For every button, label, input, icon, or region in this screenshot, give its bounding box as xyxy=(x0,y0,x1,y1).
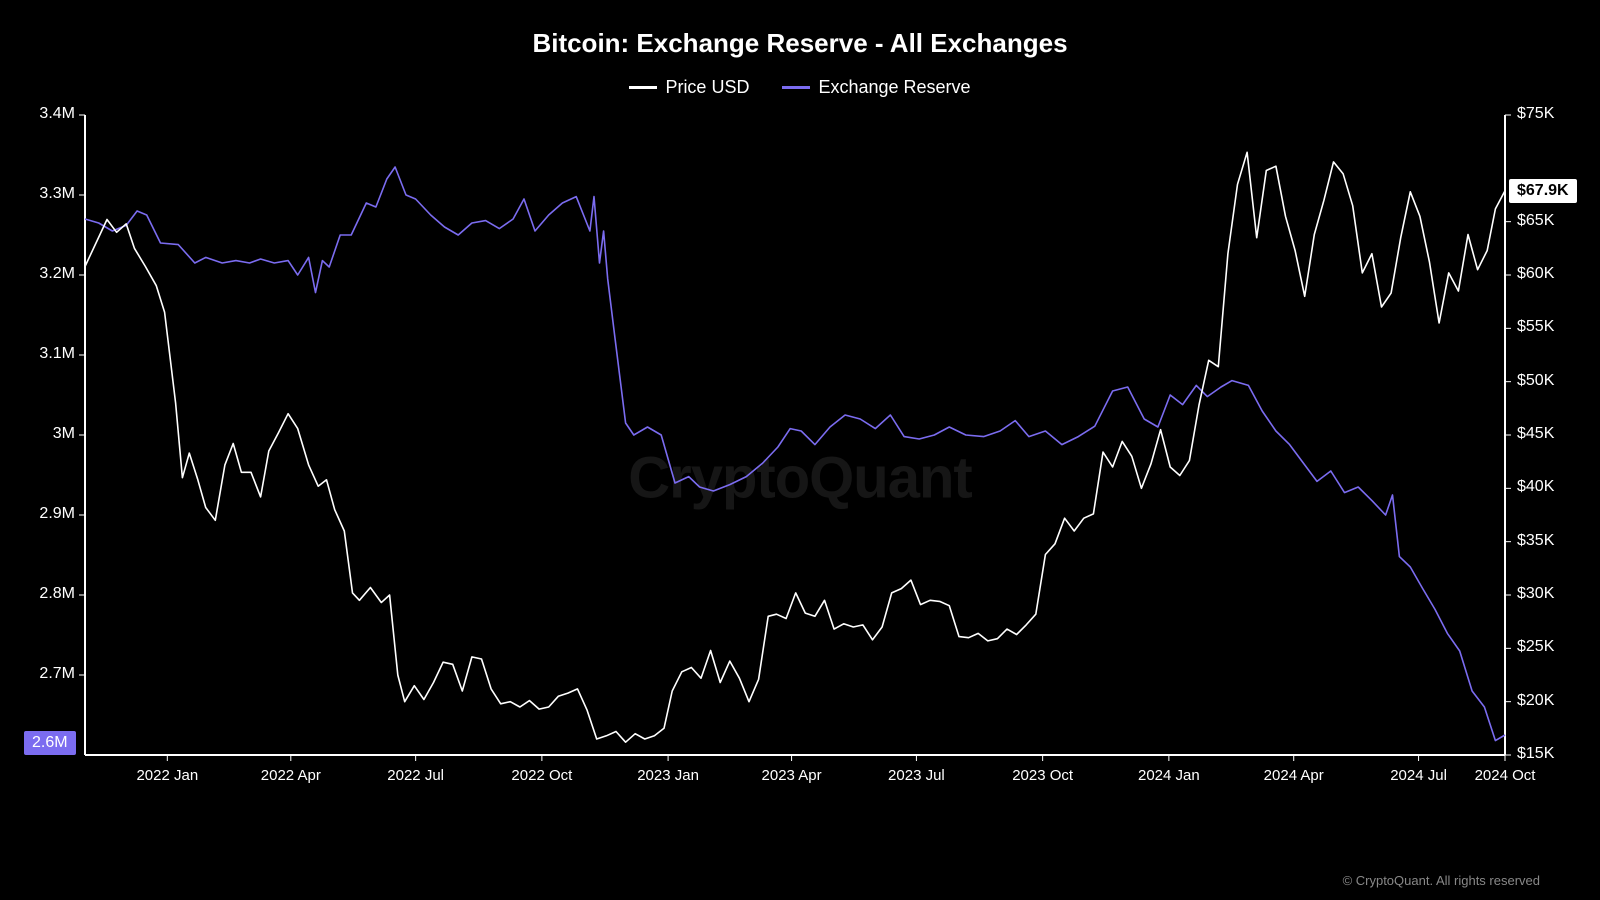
x-label: 2023 Apr xyxy=(762,767,822,784)
y-right-label: $65K xyxy=(1517,212,1554,230)
reserve-line xyxy=(85,167,1505,741)
y-right-label: $25K xyxy=(1517,638,1554,656)
y-left-label: 2.8M xyxy=(39,585,75,603)
legend: Price USD Exchange Reserve xyxy=(0,73,1600,98)
y-right-label: $50K xyxy=(1517,372,1554,390)
y-right-label: $40K xyxy=(1517,478,1554,496)
x-label: 2022 Jan xyxy=(136,767,198,784)
y-left-label: 3M xyxy=(53,425,75,443)
copyright: © CryptoQuant. All rights reserved xyxy=(1343,873,1540,888)
right-value-badge: $67.9K xyxy=(1509,179,1577,203)
y-right-label: $15K xyxy=(1517,745,1554,763)
x-label: 2024 Oct xyxy=(1475,767,1536,784)
chart-area: CryptoQuant 3.4M3.3M3.2M3.1M3M2.9M2.8M2.… xyxy=(20,105,1580,850)
x-label: 2022 Jul xyxy=(387,767,444,784)
y-left-label: 3.1M xyxy=(39,345,75,363)
legend-swatch-reserve xyxy=(782,86,810,89)
y-left-label: 2.9M xyxy=(39,505,75,523)
x-label: 2023 Jan xyxy=(637,767,699,784)
legend-label: Price USD xyxy=(665,77,749,98)
y-right-label: $30K xyxy=(1517,585,1554,603)
x-label: 2022 Oct xyxy=(511,767,572,784)
x-label: 2022 Apr xyxy=(261,767,321,784)
x-label: 2023 Jul xyxy=(888,767,945,784)
x-label: 2023 Oct xyxy=(1012,767,1073,784)
x-label: 2024 Apr xyxy=(1264,767,1324,784)
chart-title: Bitcoin: Exchange Reserve - All Exchange… xyxy=(0,0,1600,59)
legend-label: Exchange Reserve xyxy=(818,77,970,98)
y-left-label: 3.2M xyxy=(39,265,75,283)
y-left-label: 3.3M xyxy=(39,185,75,203)
y-right-label: $20K xyxy=(1517,692,1554,710)
left-value-badge: 2.6M xyxy=(24,731,76,755)
legend-swatch-price xyxy=(629,86,657,89)
y-right-label: $75K xyxy=(1517,105,1554,123)
y-right-label: $60K xyxy=(1517,265,1554,283)
y-right-label: $45K xyxy=(1517,425,1554,443)
y-right-label: $55K xyxy=(1517,318,1554,336)
chart-svg xyxy=(20,105,1580,850)
x-label: 2024 Jul xyxy=(1390,767,1447,784)
x-label: 2024 Jan xyxy=(1138,767,1200,784)
legend-item-reserve: Exchange Reserve xyxy=(782,77,970,98)
legend-item-price: Price USD xyxy=(629,77,749,98)
y-left-label: 3.4M xyxy=(39,105,75,123)
y-left-label: 2.7M xyxy=(39,665,75,683)
y-right-label: $35K xyxy=(1517,532,1554,550)
